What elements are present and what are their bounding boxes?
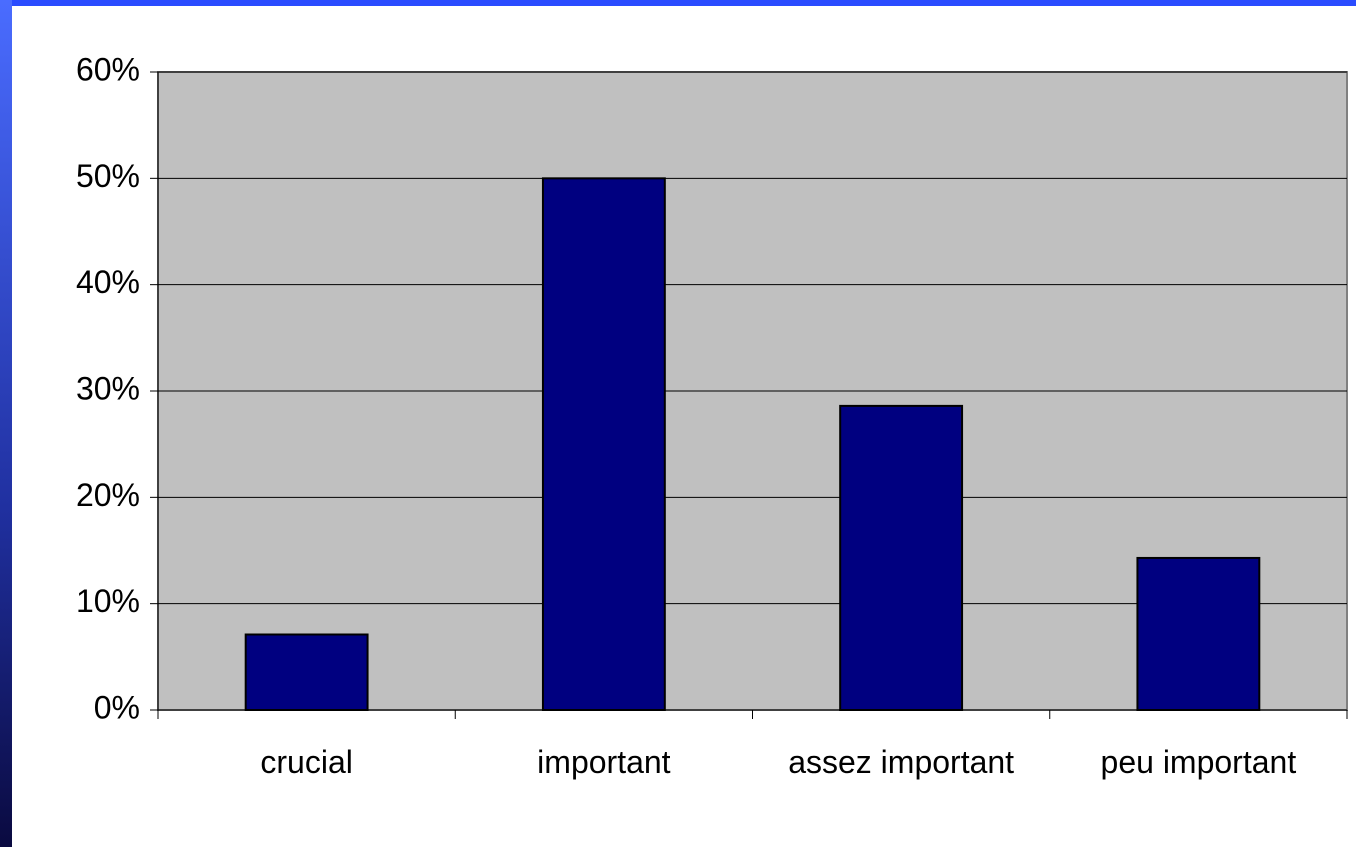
side-band <box>0 0 12 847</box>
y-tick-label: 50% <box>76 158 140 194</box>
bar <box>1136 556 1261 712</box>
y-tick-label: 60% <box>76 51 140 87</box>
x-tick-label: important <box>537 744 671 780</box>
bar <box>541 177 666 712</box>
x-tick-label: crucial <box>260 744 353 780</box>
y-tick-label: 30% <box>76 370 140 406</box>
y-tick-label: 0% <box>94 689 140 725</box>
x-tick-label: peu important <box>1100 744 1297 780</box>
y-tick-label: 10% <box>76 583 140 619</box>
bar <box>839 404 964 711</box>
y-tick-label: 20% <box>76 477 140 513</box>
top-band <box>0 0 1356 6</box>
x-tick-label: assez important <box>788 744 1015 780</box>
y-tick-label: 40% <box>76 264 140 300</box>
bar <box>244 633 369 712</box>
